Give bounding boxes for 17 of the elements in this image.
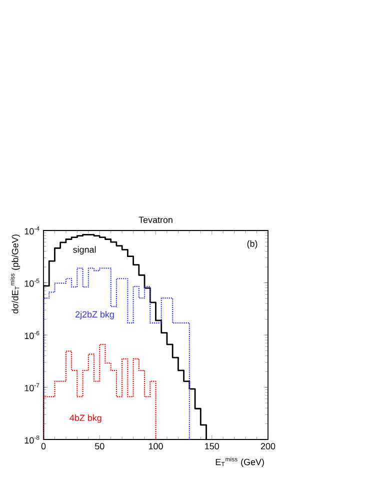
x-tick-label: 150 xyxy=(205,443,220,450)
y-tick-label: 10$^{-8}$ xyxy=(24,435,40,444)
x-axis-title: E$_{T}$$^{miss}$ (GeV) xyxy=(216,456,264,467)
y-tick-label: 10$^{-6}$ xyxy=(24,330,40,340)
y-tick-label: 10$^{-5}$ xyxy=(24,278,40,287)
series-label: signal xyxy=(73,246,96,255)
series-label: 2j2bZ bkg xyxy=(76,310,114,320)
x-tick-label: 100 xyxy=(148,443,163,450)
chart-title: Tevatron xyxy=(138,216,172,224)
y-tick-label: 10$^{-7}$ xyxy=(24,383,40,392)
x-tick-label: 200 xyxy=(260,443,276,450)
annotation: (b) xyxy=(247,240,258,249)
x-tick-label: 0 xyxy=(41,443,46,450)
y-axis-title: dσ/dE$_{T}$$^{miss}$ (pb/GeV) xyxy=(10,234,20,314)
x-tick-label: 50 xyxy=(95,443,104,450)
text: 4bZ bkg xyxy=(70,414,102,423)
y-tick-label: 10$^{-4}$ xyxy=(24,226,40,235)
